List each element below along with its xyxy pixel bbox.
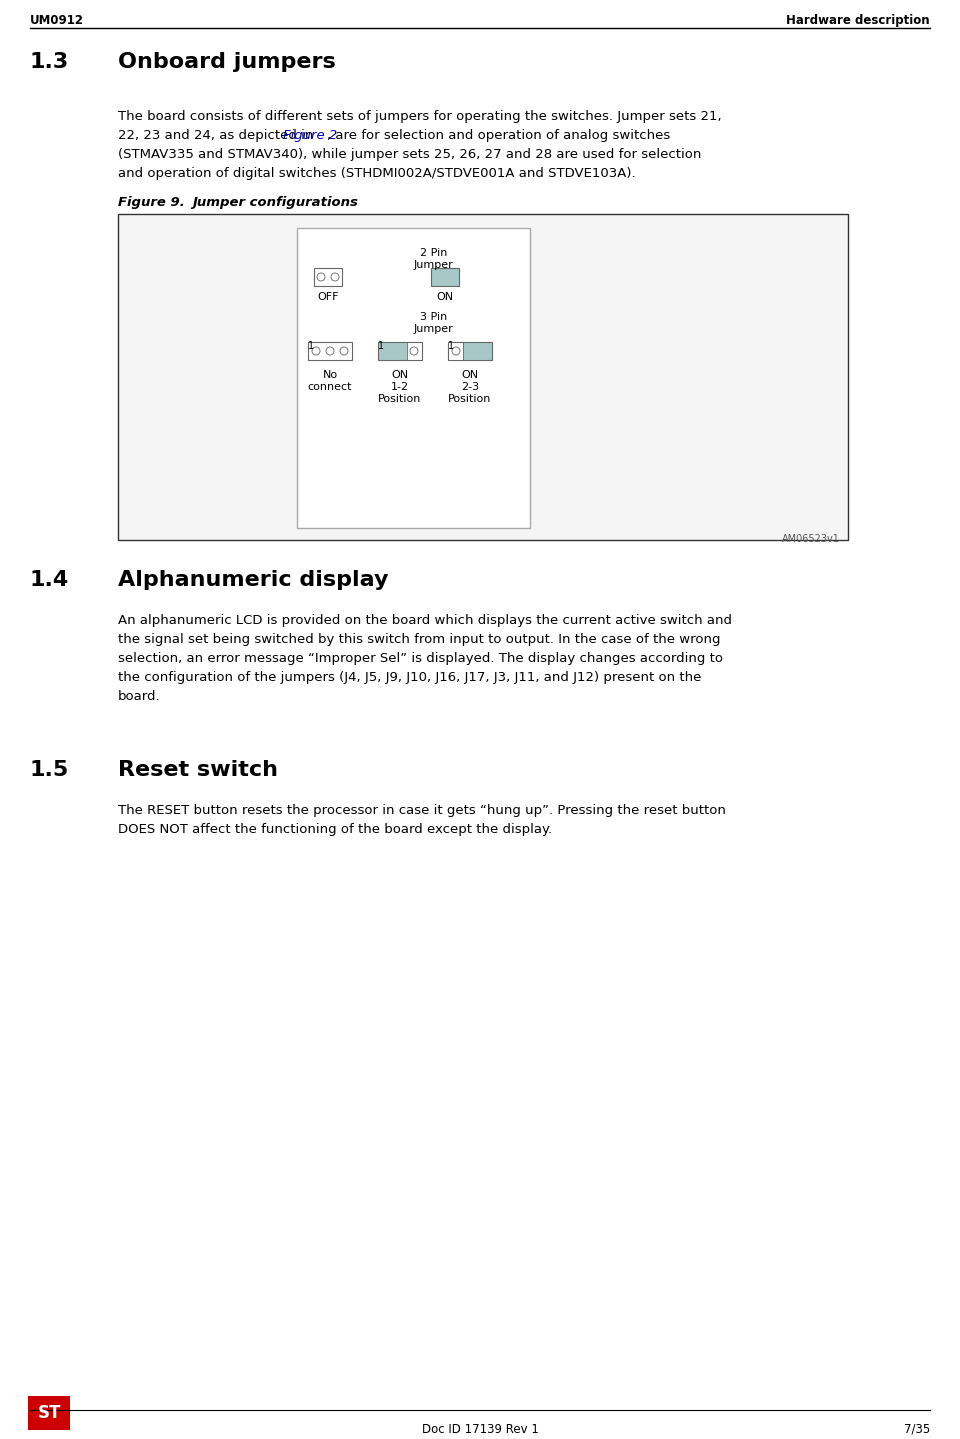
Text: Hardware description: Hardware description bbox=[786, 14, 930, 27]
Text: the configuration of the jumpers (J4, J5, J9, J10, J16, J17, J3, J11, and J12) p: the configuration of the jumpers (J4, J5… bbox=[118, 671, 702, 684]
Text: Position: Position bbox=[378, 394, 421, 404]
Text: (STMAV335 and STMAV340), while jumper sets 25, 26, 27 and 28 are used for select: (STMAV335 and STMAV340), while jumper se… bbox=[118, 148, 702, 161]
Bar bbox=[308, 342, 352, 360]
Text: Jumper: Jumper bbox=[414, 260, 453, 271]
Text: ST: ST bbox=[37, 1404, 60, 1422]
Text: connect: connect bbox=[308, 381, 352, 391]
Text: 22, 23 and 24, as depicted in: 22, 23 and 24, as depicted in bbox=[118, 130, 318, 142]
Text: 2-3: 2-3 bbox=[461, 381, 479, 391]
Bar bbox=[463, 342, 492, 360]
Text: 3 Pin: 3 Pin bbox=[420, 312, 447, 322]
Text: Position: Position bbox=[448, 394, 492, 404]
Text: The board consists of different sets of jumpers for operating the switches. Jump: The board consists of different sets of … bbox=[118, 109, 722, 122]
Text: An alphanumeric LCD is provided on the board which displays the current active s: An alphanumeric LCD is provided on the b… bbox=[118, 614, 732, 627]
Bar bbox=[431, 268, 459, 286]
Text: 7/35: 7/35 bbox=[903, 1423, 930, 1436]
Text: Figure 2: Figure 2 bbox=[283, 130, 337, 142]
Text: ON: ON bbox=[462, 370, 479, 380]
Text: 1.3: 1.3 bbox=[30, 52, 69, 72]
Text: Jumper configurations: Jumper configurations bbox=[192, 196, 358, 209]
Text: DOES NOT affect the functioning of the board except the display.: DOES NOT affect the functioning of the b… bbox=[118, 823, 552, 836]
Text: Alphanumeric display: Alphanumeric display bbox=[118, 570, 389, 590]
Text: 1: 1 bbox=[448, 341, 454, 351]
Text: 1-2: 1-2 bbox=[391, 381, 409, 391]
Text: 1.4: 1.4 bbox=[30, 570, 69, 590]
Bar bbox=[314, 268, 342, 286]
Text: ON: ON bbox=[392, 370, 409, 380]
Text: 1.5: 1.5 bbox=[30, 760, 69, 780]
Text: The RESET button resets the processor in case it gets “hung up”. Pressing the re: The RESET button resets the processor in… bbox=[118, 804, 726, 817]
Bar bbox=[118, 214, 848, 540]
Bar bbox=[297, 227, 530, 528]
Text: Reset switch: Reset switch bbox=[118, 760, 278, 780]
Text: board.: board. bbox=[118, 689, 160, 704]
Text: the signal set being switched by this switch from input to output. In the case o: the signal set being switched by this sw… bbox=[118, 633, 721, 646]
Text: ON: ON bbox=[437, 292, 453, 302]
Text: 1: 1 bbox=[378, 341, 384, 351]
Text: OFF: OFF bbox=[317, 292, 339, 302]
Text: AM06523v1: AM06523v1 bbox=[782, 534, 840, 544]
Text: selection, an error message “Improper Sel” is displayed. The display changes acc: selection, an error message “Improper Se… bbox=[118, 652, 723, 665]
Text: 2 Pin: 2 Pin bbox=[420, 248, 447, 258]
Text: Onboard jumpers: Onboard jumpers bbox=[118, 52, 336, 72]
Text: Jumper: Jumper bbox=[414, 324, 453, 334]
Text: Figure 9.: Figure 9. bbox=[118, 196, 184, 209]
Text: Doc ID 17139 Rev 1: Doc ID 17139 Rev 1 bbox=[421, 1423, 539, 1436]
Text: No: No bbox=[323, 370, 338, 380]
Text: UM0912: UM0912 bbox=[30, 14, 84, 27]
Bar bbox=[378, 342, 407, 360]
Bar bbox=[448, 342, 492, 360]
Bar bbox=[378, 342, 422, 360]
Text: and operation of digital switches (STHDMI002A/STDVE001A and STDVE103A).: and operation of digital switches (STHDM… bbox=[118, 167, 636, 180]
Bar bbox=[28, 1396, 70, 1430]
Text: 1: 1 bbox=[308, 341, 314, 351]
Text: , are for selection and operation of analog switches: , are for selection and operation of ana… bbox=[327, 130, 670, 142]
